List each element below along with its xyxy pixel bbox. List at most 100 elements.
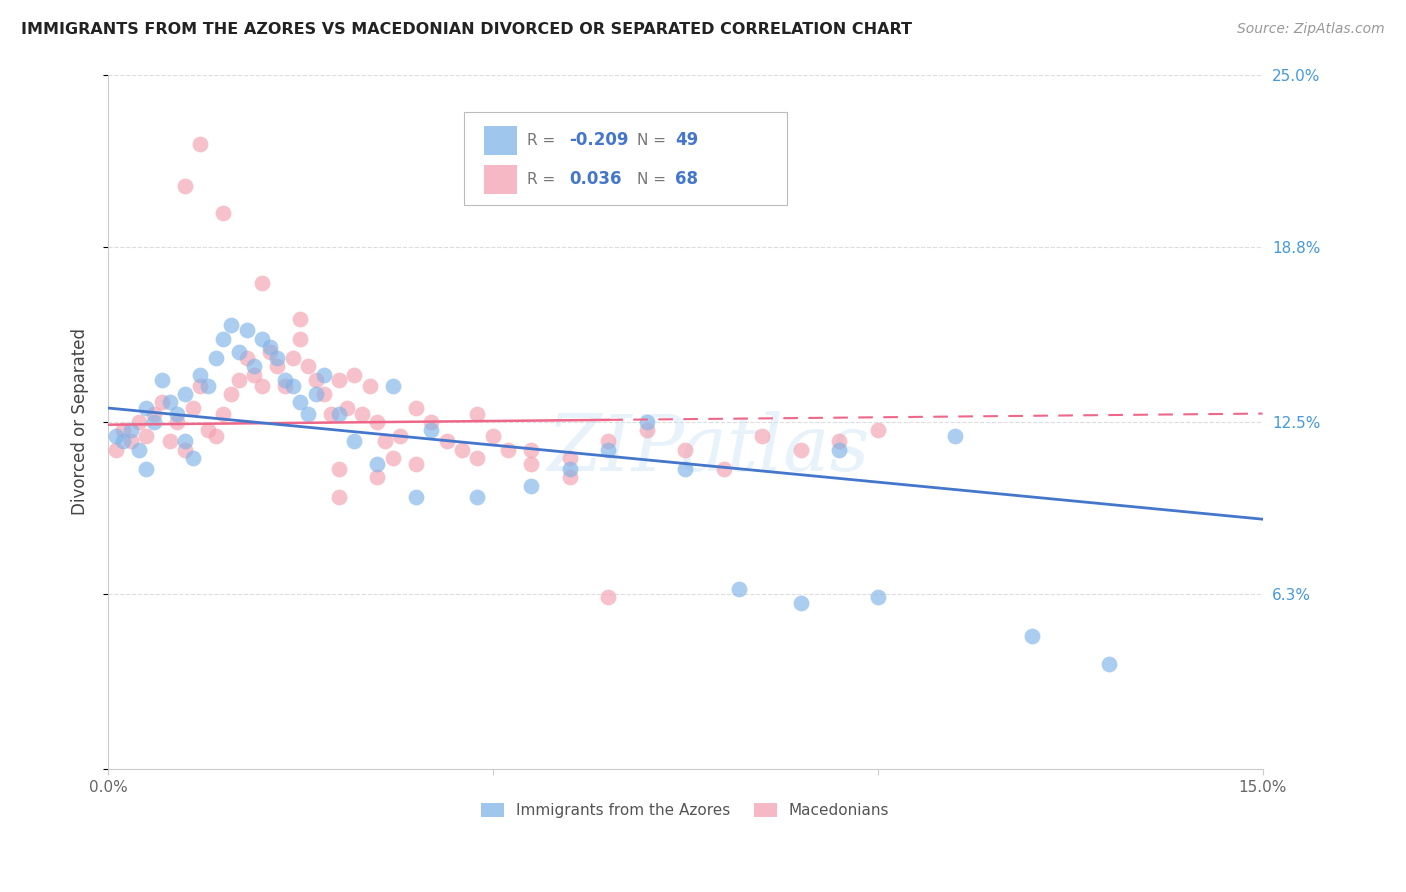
Point — [790, 442, 813, 457]
Point — [120, 423, 142, 437]
Point — [190, 368, 212, 382]
Point — [436, 434, 458, 449]
Legend: Immigrants from the Azores, Macedonians: Immigrants from the Azores, Macedonians — [475, 797, 896, 824]
Point — [520, 479, 543, 493]
Point — [558, 450, 581, 465]
Point — [496, 442, 519, 457]
Point — [520, 442, 543, 457]
Point — [174, 178, 197, 193]
Point — [104, 442, 127, 457]
Point — [259, 340, 281, 354]
Point — [174, 442, 197, 457]
Point — [219, 387, 242, 401]
Point — [228, 345, 250, 359]
Point — [219, 318, 242, 332]
Point — [366, 470, 388, 484]
Point — [312, 368, 335, 382]
Point — [713, 462, 735, 476]
Point — [866, 423, 889, 437]
Point — [328, 490, 350, 504]
Point — [420, 415, 443, 429]
Point — [228, 373, 250, 387]
Point — [305, 387, 328, 401]
Point — [451, 442, 474, 457]
Point — [128, 442, 150, 457]
Point — [328, 373, 350, 387]
Text: ZIPatlas: ZIPatlas — [547, 411, 869, 488]
Point — [266, 359, 288, 374]
Point — [212, 206, 235, 220]
Y-axis label: Divorced or Separated: Divorced or Separated — [72, 328, 89, 516]
Point — [174, 434, 197, 449]
Text: 0.036: 0.036 — [569, 170, 621, 188]
Point — [128, 415, 150, 429]
Text: Source: ZipAtlas.com: Source: ZipAtlas.com — [1237, 22, 1385, 37]
Point — [250, 378, 273, 392]
Point — [204, 351, 226, 365]
Point — [482, 429, 505, 443]
Point — [558, 462, 581, 476]
Point — [197, 378, 219, 392]
Point — [297, 359, 319, 374]
Text: IMMIGRANTS FROM THE AZORES VS MACEDONIAN DIVORCED OR SEPARATED CORRELATION CHART: IMMIGRANTS FROM THE AZORES VS MACEDONIAN… — [21, 22, 912, 37]
Point — [350, 407, 373, 421]
Point — [598, 442, 620, 457]
Point — [467, 490, 489, 504]
Point — [381, 450, 404, 465]
Text: 68: 68 — [675, 170, 697, 188]
Text: R =: R = — [527, 172, 565, 187]
Point — [104, 429, 127, 443]
Point — [328, 462, 350, 476]
Point — [636, 415, 658, 429]
Point — [290, 312, 312, 326]
Point — [405, 401, 427, 415]
Point — [250, 332, 273, 346]
Point — [181, 401, 204, 415]
Point — [598, 590, 620, 604]
Point — [190, 378, 212, 392]
Point — [636, 423, 658, 437]
Point — [790, 596, 813, 610]
Point — [190, 136, 212, 151]
Point — [312, 387, 335, 401]
Point — [159, 395, 181, 409]
Point — [290, 395, 312, 409]
Point — [297, 407, 319, 421]
Point — [1098, 657, 1121, 671]
Point — [1021, 629, 1043, 643]
Point — [336, 401, 359, 415]
Point — [405, 457, 427, 471]
Point — [166, 407, 188, 421]
Point — [120, 434, 142, 449]
Point — [281, 378, 304, 392]
Text: 49: 49 — [675, 131, 699, 149]
Point — [135, 462, 157, 476]
Point — [143, 407, 166, 421]
Point — [112, 423, 135, 437]
Point — [389, 429, 412, 443]
Point — [305, 373, 328, 387]
Point — [374, 434, 396, 449]
Point — [366, 415, 388, 429]
Point — [212, 332, 235, 346]
Point — [235, 351, 257, 365]
Point — [520, 457, 543, 471]
Point — [751, 429, 773, 443]
Text: N =: N = — [637, 133, 671, 148]
Point — [598, 434, 620, 449]
Point — [321, 407, 343, 421]
Point — [420, 423, 443, 437]
Point — [866, 590, 889, 604]
Point — [558, 470, 581, 484]
Point — [405, 490, 427, 504]
Point — [159, 434, 181, 449]
Point — [250, 276, 273, 290]
Point — [381, 378, 404, 392]
Point — [467, 450, 489, 465]
Point — [266, 351, 288, 365]
Point — [673, 462, 696, 476]
Point — [150, 395, 173, 409]
Point — [343, 434, 366, 449]
Point — [274, 373, 297, 387]
Text: N =: N = — [637, 172, 671, 187]
